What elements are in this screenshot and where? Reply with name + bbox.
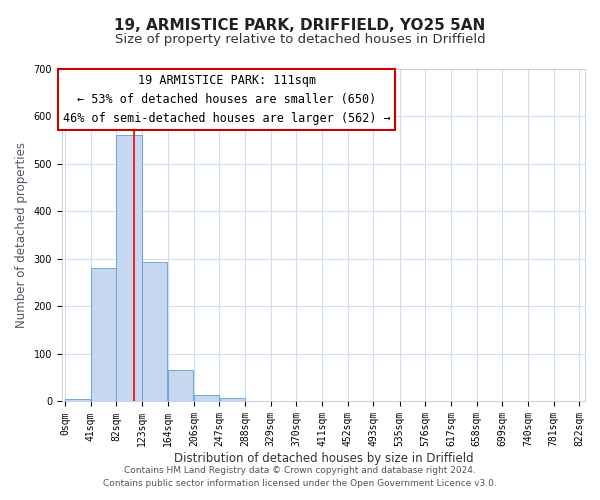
Bar — [220, 398, 245, 402]
Bar — [65, 399, 91, 402]
Bar — [116, 136, 142, 402]
Bar — [91, 268, 116, 402]
Text: Size of property relative to detached houses in Driffield: Size of property relative to detached ho… — [115, 32, 485, 46]
Bar — [168, 370, 193, 402]
Bar — [194, 395, 219, 402]
Y-axis label: Number of detached properties: Number of detached properties — [15, 142, 28, 328]
Text: 19 ARMISTICE PARK: 111sqm
← 53% of detached houses are smaller (650)
46% of semi: 19 ARMISTICE PARK: 111sqm ← 53% of detac… — [63, 74, 391, 125]
X-axis label: Distribution of detached houses by size in Driffield: Distribution of detached houses by size … — [173, 452, 473, 465]
Text: Contains HM Land Registry data © Crown copyright and database right 2024.
Contai: Contains HM Land Registry data © Crown c… — [103, 466, 497, 487]
Bar — [142, 262, 167, 402]
Text: 19, ARMISTICE PARK, DRIFFIELD, YO25 5AN: 19, ARMISTICE PARK, DRIFFIELD, YO25 5AN — [115, 18, 485, 32]
